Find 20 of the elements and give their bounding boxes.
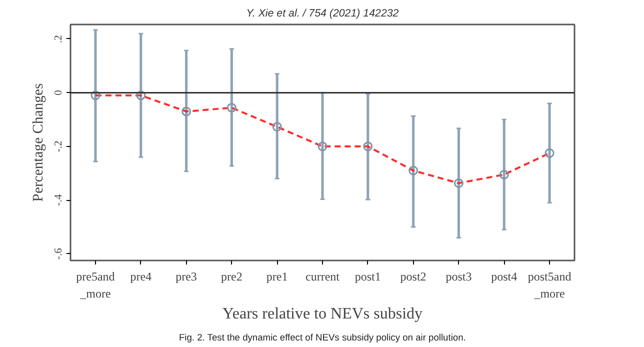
x-tick-label: pre2 [221,270,242,284]
y-tick-label: -.2 [54,140,64,152]
x-tick-label: post4 [491,270,518,284]
y-tick-label: -.4 [54,194,64,206]
chart-title: Y. Xie et al. / 754 (2021) 142232 [246,8,399,20]
y-tick-label: .2 [54,34,64,43]
x-tick-label: pre3 [176,270,197,284]
y-tick-label: 0 [54,90,64,96]
y-axis-title: Percentage Changes [30,82,46,202]
x-tick-label: post1 [354,270,381,284]
x-tick-label: pre4 [130,270,152,284]
x-axis-title: Years relative to NEVs subsidy [222,305,423,322]
x-tick-label: current [306,270,340,284]
x-tick-label: post3 [446,270,472,284]
caption: Fig. 2. Test the dynamic effect of NEVs subsidy policy on air pollution. [178,332,466,342]
x-tick-label: pre1 [266,270,288,284]
x-tick-label: pre5and _more [76,270,115,300]
y-tick-label: -.6 [54,247,64,260]
x-tick-label: post2 [400,270,426,284]
x-tick-label: post5and _more [528,270,572,300]
